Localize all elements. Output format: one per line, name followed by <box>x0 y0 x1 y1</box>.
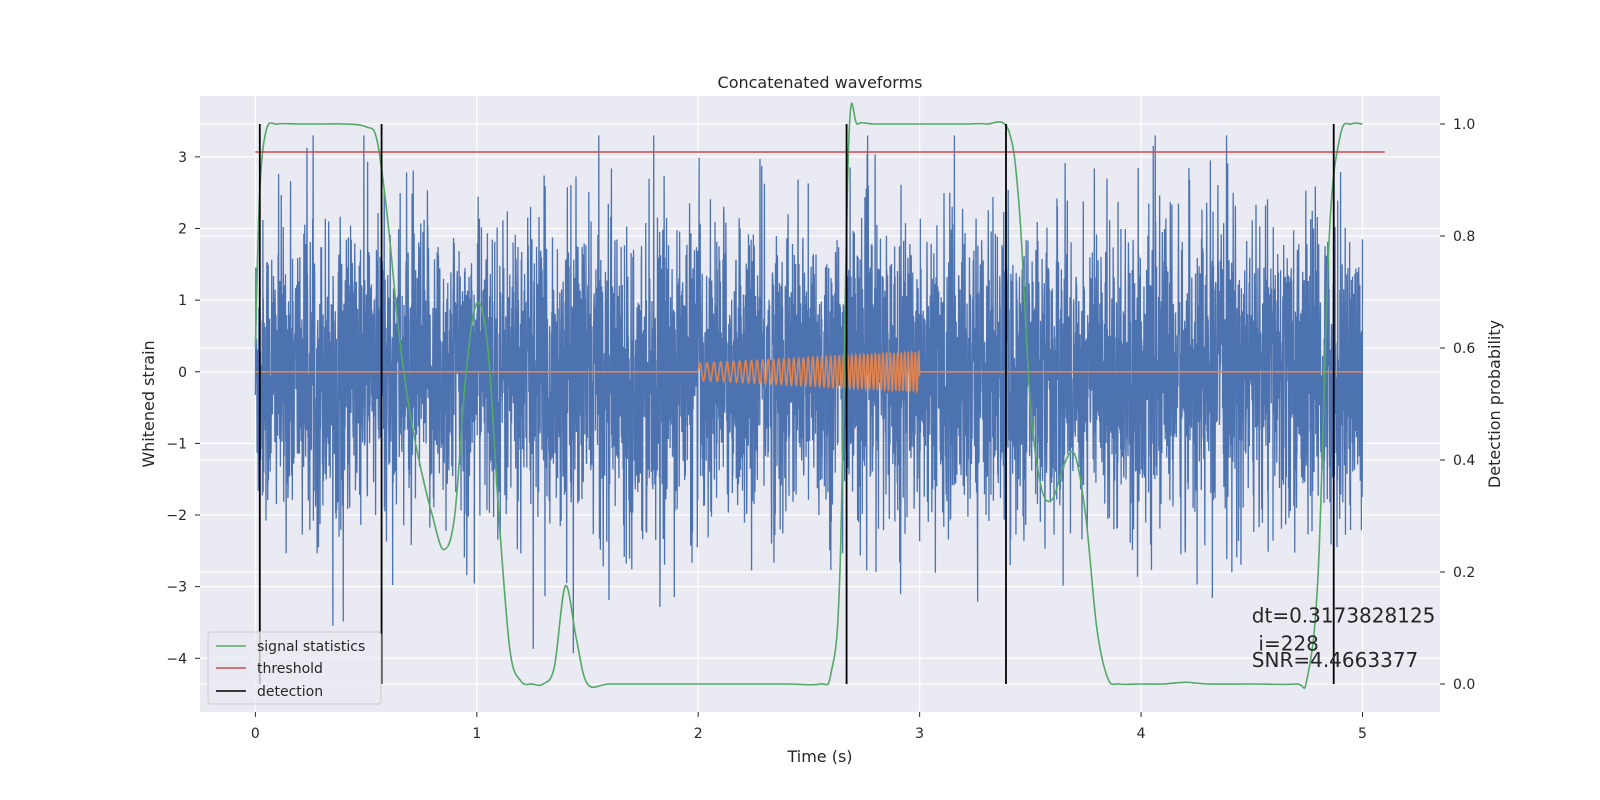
annotation-text: i=228 <box>1258 631 1319 655</box>
y-tick-label: 1 <box>178 293 187 309</box>
y-tick-label: 2 <box>178 222 187 238</box>
y-tick-label: −4 <box>166 651 187 667</box>
y2-tick-label: 0.0 <box>1453 677 1475 693</box>
legend-box <box>207 631 382 705</box>
legend-label-detection: detection <box>257 684 323 700</box>
x-tick-label: 2 <box>694 726 703 742</box>
x-tick-label: 1 <box>472 726 481 742</box>
y2-tick-label: 1.0 <box>1453 117 1475 133</box>
legend-label-signal-statistics: signal statistics <box>257 639 365 655</box>
strain-line <box>254 135 1364 654</box>
x-tick-label: 4 <box>1137 726 1146 742</box>
annotation-text: SNR=4.4663377 <box>1252 648 1418 672</box>
template-series <box>255 349 1363 394</box>
signal-statistics-line <box>254 102 1363 689</box>
y-tick-label: −3 <box>166 580 187 596</box>
annotation-text: dt=0.3173828125 <box>1252 603 1436 627</box>
y2-tick-label: 0.8 <box>1453 229 1475 245</box>
y-axis-label: Whitened strain <box>139 340 158 467</box>
x-tick-label: 3 <box>915 726 924 742</box>
x-tick-label: 5 <box>1358 726 1367 742</box>
strain-series <box>254 135 1364 654</box>
signal-statistics-series <box>254 102 1363 689</box>
y2-tick-label: 0.2 <box>1453 565 1475 581</box>
y-axis-left: −4 −3 −2 −1 0 1 2 3 <box>166 150 200 667</box>
x-axis-label: Time (s) <box>786 747 852 766</box>
template-line <box>255 349 1363 394</box>
y-tick-label: 3 <box>178 150 187 166</box>
y-tick-label: 0 <box>178 365 187 381</box>
chart-title: Concatenated waveforms <box>718 73 923 92</box>
y2-tick-label: 0.6 <box>1453 341 1475 357</box>
detection-series <box>258 124 1335 684</box>
y2-tick-label: 0.4 <box>1453 453 1475 469</box>
y-axis-right: 0.0 0.2 0.4 0.6 0.8 1.0 <box>1440 117 1475 693</box>
y2-axis-label: Detection probability <box>1485 320 1504 488</box>
y-tick-label: −1 <box>166 436 187 452</box>
x-axis: 0 1 2 3 4 5 <box>251 712 1367 742</box>
legend: signal statistics threshold detection <box>207 631 382 705</box>
legend-label-threshold: threshold <box>257 661 323 677</box>
x-tick-label: 0 <box>251 726 260 742</box>
y-tick-label: −2 <box>166 508 187 524</box>
